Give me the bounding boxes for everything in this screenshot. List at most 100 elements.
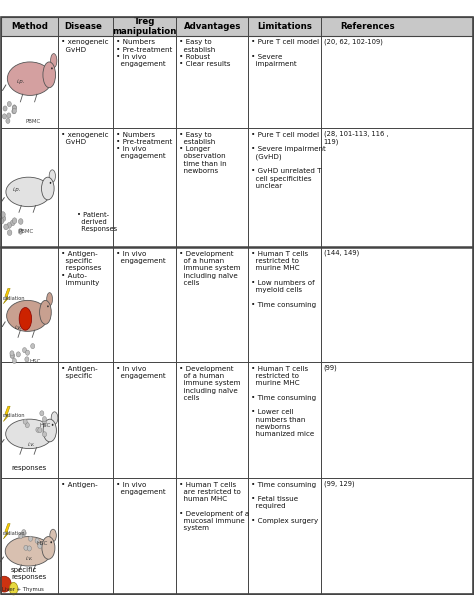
- Ellipse shape: [51, 412, 58, 424]
- Bar: [1, 17, 473, 36]
- Text: Advantages: Advantages: [183, 21, 241, 31]
- Circle shape: [36, 427, 40, 432]
- Text: • Human T cells
  restricted to
  murine MHC

• Time consuming

• Lower cell
  n: • Human T cells restricted to murine MHC…: [251, 366, 316, 437]
- Ellipse shape: [9, 582, 18, 595]
- Text: radiation: radiation: [3, 413, 25, 418]
- Circle shape: [31, 343, 35, 349]
- Text: (99): (99): [324, 365, 337, 371]
- Text: • Numbers
• Pre-treatment
• In vivo
  engagement: • Numbers • Pre-treatment • In vivo enga…: [116, 39, 172, 67]
- Text: Liver + Thymus: Liver + Thymus: [2, 588, 44, 592]
- Polygon shape: [3, 406, 10, 421]
- Text: • In vivo
  engagement: • In vivo engagement: [116, 482, 165, 495]
- Circle shape: [18, 228, 23, 234]
- Text: • Patient-
  derived
  Responses: • Patient- derived Responses: [77, 212, 117, 232]
- Circle shape: [43, 417, 46, 421]
- Ellipse shape: [49, 170, 55, 182]
- Ellipse shape: [5, 536, 52, 566]
- Circle shape: [12, 105, 17, 110]
- Circle shape: [40, 411, 44, 416]
- Text: Treg
manipulation: Treg manipulation: [112, 17, 177, 36]
- Circle shape: [24, 545, 28, 550]
- Circle shape: [12, 108, 17, 113]
- Circle shape: [18, 533, 23, 539]
- Circle shape: [4, 224, 8, 230]
- Ellipse shape: [50, 529, 56, 542]
- Text: • Antigen-
  specific
  responses
• Auto-
  immunity: • Antigen- specific responses • Auto- im…: [61, 251, 101, 286]
- Ellipse shape: [19, 308, 32, 330]
- Circle shape: [35, 538, 39, 544]
- Text: (20, 62, 102-109): (20, 62, 102-109): [324, 38, 383, 45]
- Circle shape: [12, 108, 16, 114]
- Circle shape: [51, 67, 53, 69]
- Text: Method: Method: [11, 21, 48, 31]
- Text: responses: responses: [11, 465, 46, 471]
- Circle shape: [23, 419, 27, 424]
- Circle shape: [18, 219, 23, 224]
- Polygon shape: [3, 524, 10, 539]
- Text: Disease: Disease: [64, 21, 102, 31]
- Text: • In vivo
  engagement: • In vivo engagement: [116, 366, 165, 379]
- Circle shape: [7, 222, 11, 228]
- Circle shape: [22, 530, 26, 536]
- Text: HSC: HSC: [29, 359, 41, 364]
- Circle shape: [27, 546, 31, 551]
- Text: i.p.: i.p.: [13, 187, 21, 192]
- Circle shape: [10, 351, 14, 356]
- Text: • Pure T cell model

• Severe impairment
  (GvHD)

• GvHD unrelated T
  cell spe: • Pure T cell model • Severe impairment …: [251, 132, 326, 189]
- Text: radiation: radiation: [3, 296, 25, 300]
- Circle shape: [7, 113, 11, 118]
- Text: • Numbers
• Pre-treatment
• In vivo
  engagement: • Numbers • Pre-treatment • In vivo enga…: [116, 132, 172, 160]
- Circle shape: [16, 352, 20, 357]
- Ellipse shape: [8, 62, 53, 95]
- Text: i.v.: i.v.: [28, 442, 36, 446]
- Circle shape: [12, 105, 17, 111]
- Text: • xenogeneic
  GvHD: • xenogeneic GvHD: [61, 132, 108, 145]
- Circle shape: [26, 350, 29, 355]
- Text: i.v.: i.v.: [14, 325, 22, 330]
- Text: • In vivo
  engagement: • In vivo engagement: [116, 251, 165, 264]
- Text: • Easy to
  establish
• Longer
  observation
  time than in
  newborns: • Easy to establish • Longer observation…: [179, 132, 227, 174]
- Circle shape: [38, 427, 42, 433]
- Text: (144, 149): (144, 149): [324, 250, 359, 256]
- Text: (99, 129): (99, 129): [324, 480, 355, 487]
- Text: • Time consuming

• Fetal tissue
  required

• Complex surgery: • Time consuming • Fetal tissue required…: [251, 482, 319, 524]
- Ellipse shape: [43, 62, 55, 88]
- Circle shape: [12, 218, 17, 224]
- Text: • Human T cells
  restricted to
  murine MHC

• Low numbers of
  myeloid cells

: • Human T cells restricted to murine MHC…: [251, 251, 316, 308]
- Circle shape: [50, 541, 52, 544]
- Ellipse shape: [6, 177, 51, 207]
- Ellipse shape: [43, 419, 56, 442]
- Text: • Development
  of a human
  immune system
  including naïve
  cells: • Development of a human immune system i…: [179, 366, 241, 401]
- Circle shape: [1, 216, 6, 221]
- Text: radiation: radiation: [3, 530, 25, 536]
- Ellipse shape: [42, 536, 55, 559]
- Ellipse shape: [40, 300, 51, 324]
- Circle shape: [22, 530, 26, 535]
- Text: specific
responses: specific responses: [11, 567, 46, 581]
- Text: • Antigen-
  specific: • Antigen- specific: [61, 366, 98, 379]
- Text: i.v.: i.v.: [26, 555, 33, 561]
- Text: • Antigen-: • Antigen-: [61, 482, 98, 488]
- Circle shape: [38, 544, 42, 548]
- Circle shape: [2, 114, 7, 119]
- Circle shape: [0, 218, 4, 224]
- Circle shape: [7, 101, 11, 107]
- Circle shape: [28, 536, 33, 541]
- Text: HSC: HSC: [37, 541, 48, 546]
- Ellipse shape: [51, 54, 57, 68]
- Text: References: References: [340, 21, 395, 31]
- Text: • Human T cells
  are restricted to
  human MHC

• Development of a
  mucosal im: • Human T cells are restricted to human …: [179, 482, 249, 531]
- Circle shape: [12, 358, 17, 364]
- Circle shape: [0, 212, 5, 218]
- Text: • Easy to
  establish
• Robust
• Clear results: • Easy to establish • Robust • Clear res…: [179, 39, 230, 67]
- Circle shape: [10, 353, 14, 358]
- Text: Limitations: Limitations: [257, 21, 312, 31]
- Circle shape: [43, 432, 46, 437]
- Text: PBMC: PBMC: [18, 229, 34, 234]
- Ellipse shape: [0, 576, 11, 592]
- Circle shape: [22, 347, 27, 353]
- Circle shape: [50, 182, 51, 184]
- Ellipse shape: [46, 293, 53, 306]
- Text: HSC: HSC: [40, 424, 51, 429]
- Circle shape: [25, 423, 29, 428]
